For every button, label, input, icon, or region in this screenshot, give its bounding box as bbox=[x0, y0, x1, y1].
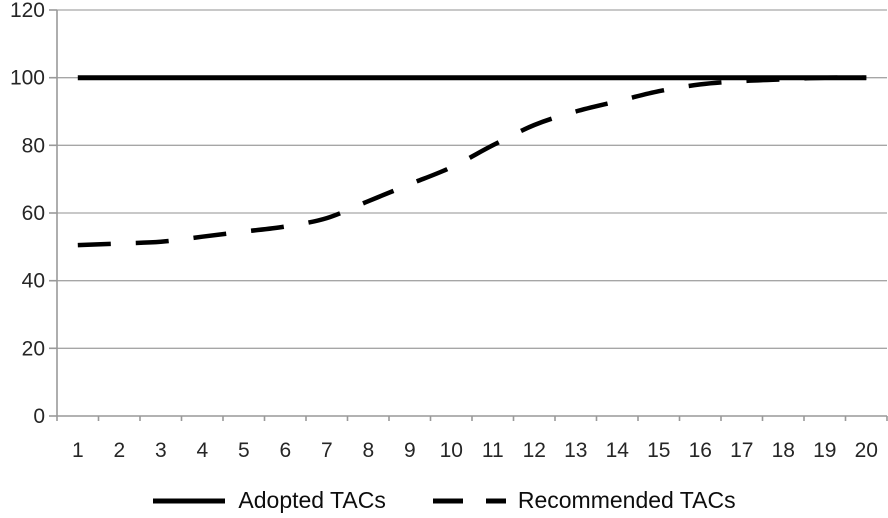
x-tick-label: 20 bbox=[855, 439, 878, 462]
y-tick-label: 60 bbox=[22, 202, 45, 225]
x-tick-label: 7 bbox=[321, 439, 333, 462]
x-tick-label: 12 bbox=[523, 439, 546, 462]
x-tick-label: 9 bbox=[404, 439, 416, 462]
legend-item-recommended-tacs: Recommended TACs bbox=[432, 489, 736, 512]
y-tick-label: 0 bbox=[33, 405, 45, 428]
x-tick-label: 18 bbox=[772, 439, 795, 462]
x-tick-label: 4 bbox=[196, 439, 208, 462]
x-tick-label: 15 bbox=[647, 439, 670, 462]
x-tick-label: 11 bbox=[482, 439, 504, 462]
x-tick-label: 10 bbox=[440, 439, 463, 462]
y-tick-label: 40 bbox=[22, 270, 45, 293]
y-tick-label: 20 bbox=[22, 337, 45, 360]
y-tick-label: 80 bbox=[22, 134, 45, 157]
y-tick-label: 120 bbox=[10, 0, 45, 22]
legend-item-adopted-tacs: Adopted TACs bbox=[152, 487, 386, 513]
x-tick-label: 5 bbox=[238, 439, 250, 462]
x-tick-label: 6 bbox=[279, 439, 291, 462]
x-tick-label: 3 bbox=[155, 439, 167, 462]
dashed-line-icon bbox=[432, 498, 506, 503]
x-tick-label: 19 bbox=[813, 439, 836, 462]
x-tick-label: 13 bbox=[564, 439, 587, 462]
x-tick-label: 2 bbox=[113, 439, 125, 462]
solid-line-icon bbox=[153, 498, 226, 503]
legend-label-recommended-tacs: Recommended TACs bbox=[517, 487, 736, 513]
x-tick-label: 8 bbox=[362, 439, 374, 462]
y-tick-label: 100 bbox=[10, 67, 45, 90]
x-tick-label: 17 bbox=[730, 439, 753, 462]
chart-legend: Adopted TACs Recommended TACs bbox=[0, 489, 888, 512]
legend-label-adopted-tacs: Adopted TACs bbox=[238, 487, 386, 513]
x-tick-label: 14 bbox=[606, 439, 630, 462]
series-line-recommended-tacs bbox=[77, 75, 867, 248]
x-tick-label: 1 bbox=[72, 439, 84, 462]
x-tick-label: 16 bbox=[689, 439, 712, 462]
